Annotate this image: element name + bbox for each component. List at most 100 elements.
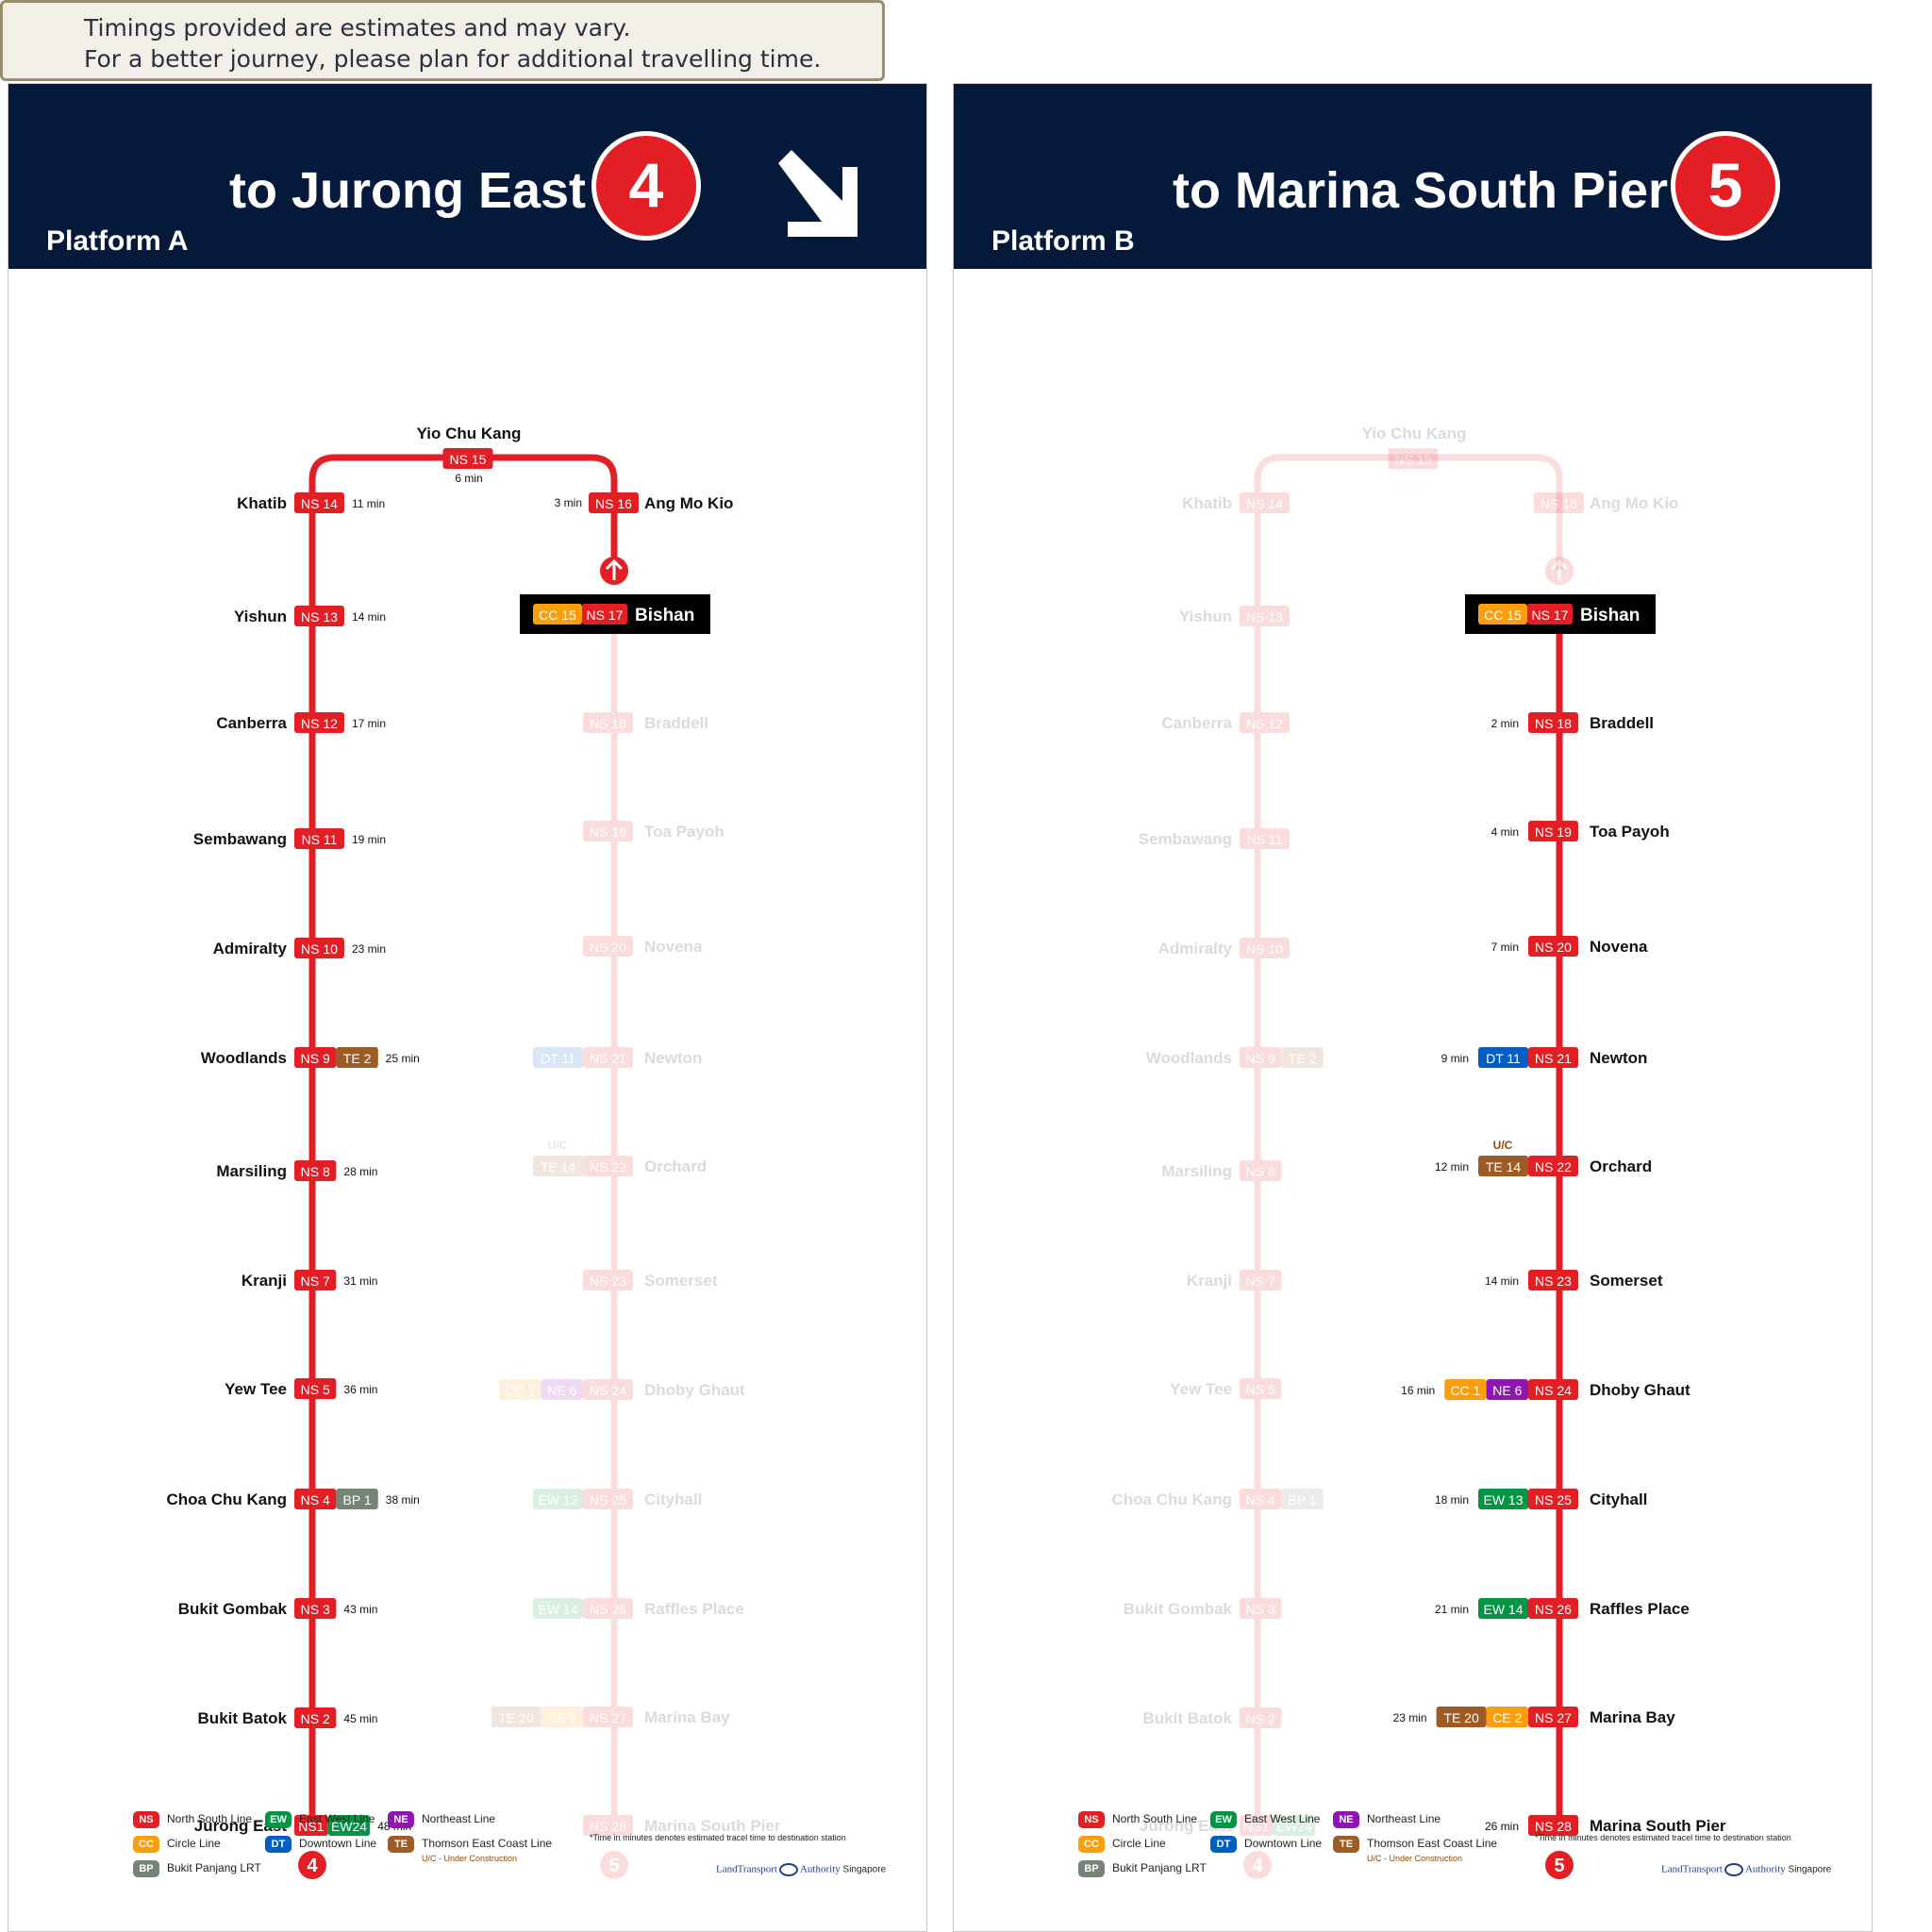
legend-code: NE [1333, 1811, 1359, 1828]
south-branch: NS 18 Braddell NS 19 Toa Payoh NS 20 Novena DT… [491, 612, 781, 1879]
station-name: Toa Payoh [1590, 823, 1670, 841]
station-name: Marsiling [1161, 1162, 1232, 1180]
time-footnote: *Time in minutes denotes estimated trace… [590, 1833, 846, 1842]
travel-time: 19 min [352, 833, 386, 846]
station-name: Newton [644, 1049, 702, 1067]
legend-label: Circle Line [167, 1837, 221, 1850]
station-code: CC 15 [539, 608, 576, 623]
station-name: Yio Chu Kang [417, 425, 522, 442]
platform-label: Platform A [46, 225, 189, 257]
legend-label: East West Line [299, 1812, 375, 1825]
station-code-badge [583, 1489, 633, 1509]
station-code: EW 14 [1483, 1602, 1523, 1617]
station-code-badge [533, 1047, 583, 1068]
platform-label: Platform B [991, 225, 1135, 257]
terminus-marker [600, 1851, 628, 1879]
travel-time: 4 min [1491, 825, 1519, 839]
notice-line-2: For a better journey, please plan for ad… [84, 45, 822, 73]
station-code: NS 21 [590, 1051, 626, 1066]
under-construction-tag: U/C [548, 1139, 568, 1152]
station-name: Yew Tee [1170, 1380, 1232, 1398]
station-code: NS 10 [301, 941, 338, 957]
station-code-badge [1528, 1156, 1578, 1176]
station-name: Yew Tee [225, 1380, 287, 1398]
timing-notice: Timings provided are estimates and may v… [0, 0, 885, 81]
legend-code: NS [133, 1811, 159, 1828]
station-code: NS 15 [1395, 452, 1432, 467]
legend-label: Circle Line [1112, 1837, 1166, 1850]
station-code-badge [294, 1270, 337, 1291]
legend-item-te: TE Thomson East Coast Line [1333, 1835, 1497, 1853]
legend-code: BP [133, 1860, 159, 1877]
station-code-badge [583, 1270, 633, 1291]
station-code-badge [1240, 1160, 1282, 1181]
station-code-badge [1240, 1378, 1282, 1399]
station-code: NS 22 [590, 1159, 626, 1174]
bishan-station: CC 15 NS 17 Bishan [520, 594, 710, 634]
station-code-badge [294, 938, 344, 958]
lta-country: Singapore [840, 1864, 887, 1875]
station-code: EW24 [1276, 1819, 1312, 1834]
station-code-badge [336, 1489, 378, 1509]
travel-time: 36 min [343, 1383, 377, 1396]
station-code-badge [1478, 1156, 1528, 1176]
station-code-badge [294, 1598, 337, 1619]
legend-item-ne: NE Northeast Line [1333, 1810, 1441, 1828]
travel-time: 31 min [343, 1274, 377, 1288]
up-arrow-glyph [1550, 558, 1569, 580]
station-code-badge [582, 604, 627, 625]
platform-number-badge: 4 [591, 131, 701, 241]
station-name: Admiralty [1158, 940, 1233, 958]
station-code-badge [499, 1379, 541, 1400]
station-name: Canberra [1161, 714, 1232, 732]
station-code-badge [294, 492, 344, 513]
route-map: NS 14 Khatib NS 13 Yishun NS 12 Canberra NS 11… [1112, 425, 1726, 1879]
station-code-badge [294, 828, 344, 849]
station-code-badge [327, 1815, 371, 1836]
station-name: Somerset [1590, 1272, 1663, 1290]
station-code-badge [533, 1489, 583, 1509]
station-code: NS 4 [301, 1492, 330, 1507]
legend-item-bp: BP Bukit Panjang LRT [133, 1859, 261, 1877]
station-code-badge [583, 1156, 633, 1176]
station-code: NS 11 [1247, 832, 1283, 847]
legend-code: TE [388, 1836, 414, 1853]
station-name: Admiralty [213, 940, 288, 958]
station-name: Novena [644, 938, 703, 956]
station-code-badge [294, 1707, 337, 1728]
station-name: Sembawang [193, 830, 287, 848]
lta-logo-text: Authority [1744, 1863, 1786, 1875]
station-code: TE 2 [343, 1051, 372, 1066]
station-code-badge [294, 1815, 328, 1836]
station-code: TE 20 [1443, 1710, 1479, 1725]
station-code: NS 4 [1246, 1492, 1275, 1507]
legend-item-cc: CC Circle Line [1078, 1835, 1166, 1853]
legend-label: North South Line [1112, 1812, 1198, 1825]
station-name: Marina Bay [1590, 1708, 1675, 1726]
station-code: TE 2 [1289, 1051, 1317, 1066]
station-code: NS 12 [301, 716, 338, 731]
station-name: Jurong East [194, 1817, 288, 1835]
travel-time: 11 min [352, 497, 385, 510]
station-code: DT 11 [1486, 1051, 1521, 1066]
station-code: NS 28 [590, 1819, 626, 1834]
station-code-badge [1478, 604, 1527, 625]
legend-item-ew: EW East West Line [265, 1810, 375, 1828]
station-name: Sembawang [1139, 830, 1232, 848]
station-code-badge [583, 1815, 633, 1836]
station-code: NS 9 [1246, 1051, 1275, 1066]
terminus-marker [298, 1851, 326, 1879]
travel-time: 26 min [1485, 1820, 1519, 1833]
station-code-badge [1281, 1047, 1324, 1068]
ns-line-west [1254, 454, 1563, 1825]
platform-a-panel: to Jurong East Platform A 4 NS 14 Khatib 1… [8, 83, 927, 1932]
bishan-station: CC 15 NS 17 Bishan [1465, 594, 1656, 634]
legend-label: Northeast Line [422, 1812, 496, 1825]
station-code-badge [1528, 1598, 1578, 1619]
station-name: Raffles Place [1590, 1600, 1690, 1618]
station-name: Yio Chu Kang [1362, 425, 1467, 442]
lta-logo-text: LandTransport [716, 1863, 777, 1875]
station-code: NS 10 [1246, 941, 1283, 957]
station-code: NS 22 [1535, 1159, 1572, 1174]
west-branch: NS 14 Khatib NS 13 Yishun NS 12 Canberra NS 11… [1112, 454, 1563, 1879]
